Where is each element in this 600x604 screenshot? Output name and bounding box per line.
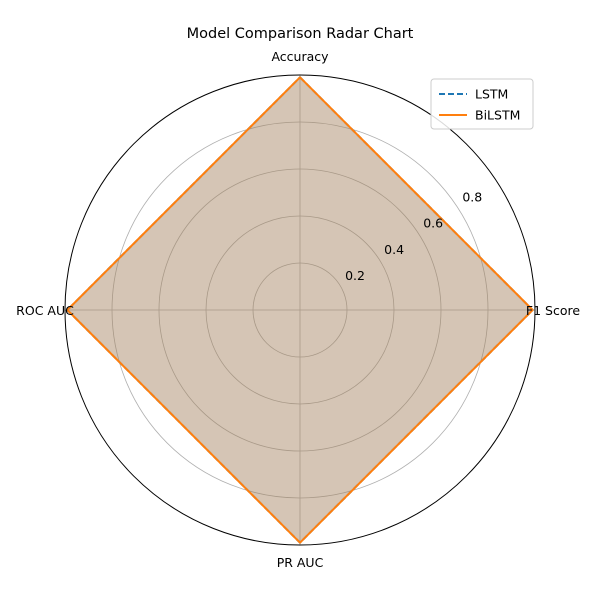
category-label: F1 Score	[526, 303, 580, 318]
grid-circle	[252, 262, 348, 358]
legend-label-lstm: LSTM	[475, 87, 508, 102]
chart-legend: LSTM BiLSTM	[430, 78, 534, 130]
category-label: Accuracy	[271, 49, 329, 64]
radial-tick-label: 0.2	[345, 268, 365, 283]
radial-tick-label: 0.6	[423, 216, 443, 231]
legend-box	[430, 78, 534, 130]
legend-label-bilstm: BiLSTM	[475, 108, 520, 123]
category-label: PR AUC	[277, 555, 324, 570]
radar-labels: 0.2 0.4 0.6 0.8 Accuracy F1 Score PR AUC ROC AU…	[16, 49, 580, 570]
series-fill-bilstm	[67, 77, 533, 543]
radial-tick-label: 0.8	[462, 190, 482, 205]
radial-tick-label: 0.4	[384, 242, 404, 257]
outer-frame	[64, 74, 536, 546]
radar-series	[66, 76, 534, 544]
radar-grid	[64, 74, 536, 546]
grid-circle	[111, 121, 489, 499]
series-line-bilstm	[66, 76, 534, 544]
grid-circle	[205, 215, 395, 405]
chart-title: Model Comparison Radar Chart	[187, 26, 414, 42]
grid-circle	[158, 168, 442, 452]
category-label: ROC AUC	[16, 303, 74, 318]
